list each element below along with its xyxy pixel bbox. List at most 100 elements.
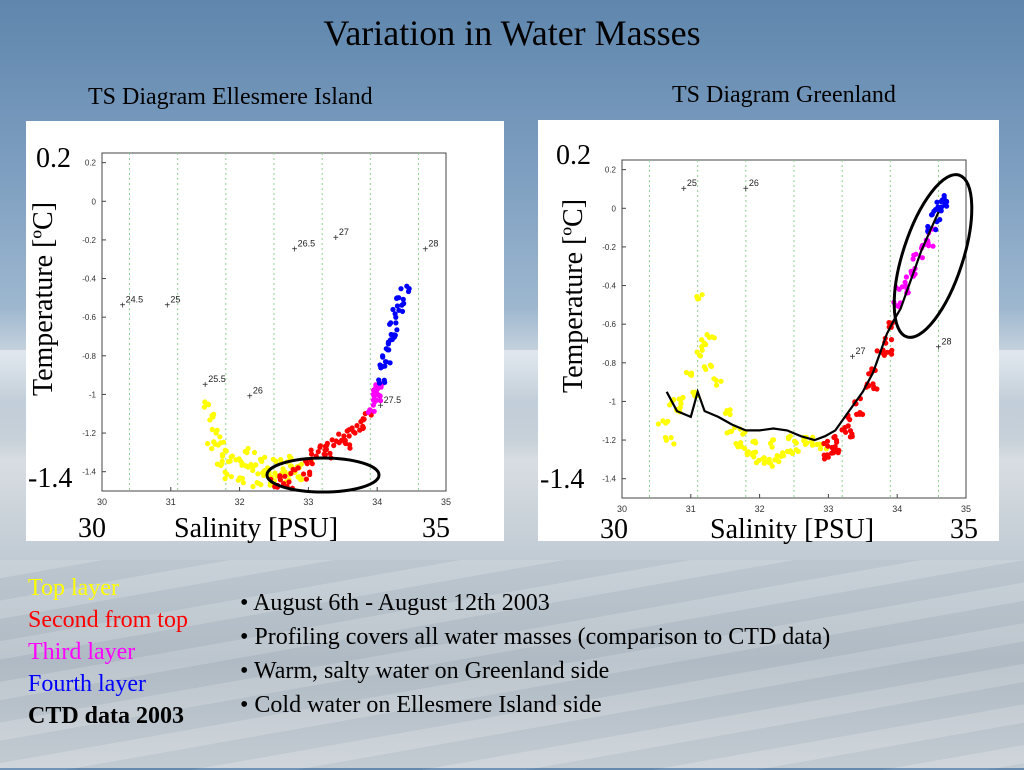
data-point: [404, 283, 410, 289]
data-point: [309, 451, 315, 457]
data-point: [259, 458, 265, 464]
data-point: [253, 462, 259, 468]
data-point: [387, 360, 393, 366]
y-tick-label: -0.8: [82, 352, 96, 361]
background-ice-field: [0, 560, 1024, 770]
data-point: [251, 449, 258, 456]
data-point: [371, 408, 377, 414]
data-point: [761, 457, 767, 463]
x-range-right-label: 35: [950, 514, 978, 545]
data-point: [243, 463, 249, 469]
data-point: [308, 447, 314, 453]
x-tick-label: 30: [97, 497, 107, 507]
density-label: 27: [339, 227, 349, 237]
data-point: [377, 393, 383, 399]
chart-title-ellesmere: TS Diagram Ellesmere Island: [88, 84, 373, 110]
density-marker: +: [202, 380, 208, 391]
y-tick-label: -1.4: [602, 475, 616, 484]
data-point: [718, 378, 724, 384]
y-range-top-label: 0.2: [556, 140, 591, 171]
data-point: [341, 433, 347, 439]
x-tick-label: 35: [441, 497, 451, 507]
data-point: [708, 363, 714, 369]
data-point: [239, 475, 245, 481]
data-point: [219, 452, 225, 458]
data-point: [857, 410, 863, 416]
data-point: [919, 255, 925, 261]
y-tick-label: -0.4: [82, 275, 96, 284]
data-point: [775, 453, 781, 459]
density-marker: +: [422, 245, 428, 256]
bullet-item: • Cold water on Ellesmere Island side: [240, 692, 602, 718]
data-point: [804, 440, 810, 446]
density-marker: +: [681, 184, 687, 195]
data-point: [744, 452, 750, 458]
data-point: [849, 433, 855, 440]
data-point: [387, 337, 394, 343]
greenland-ts-plot: 30 31 32 33 34 35 0.2 0 -0.2 -0.4 -0.6 -0.8 -1 -1.2 -1…: [602, 159, 974, 514]
x-axis-label: Salinity [PSU]: [710, 514, 875, 545]
y-tick-label: -0.8: [602, 359, 616, 368]
data-point: [937, 207, 943, 213]
y-tick-label: -1.4: [82, 468, 96, 477]
data-point: [727, 411, 733, 418]
data-point: [770, 437, 776, 443]
density-marker: +: [935, 342, 941, 353]
data-point: [322, 447, 328, 453]
y-tick-label: -0.2: [602, 243, 616, 252]
data-point: [393, 320, 399, 326]
bullet-item: • Warm, salty water on Greenland side: [240, 658, 610, 684]
data-point: [388, 331, 394, 338]
data-point: [347, 445, 353, 451]
data-point: [331, 442, 337, 449]
density-label: 27.5: [384, 395, 402, 405]
data-point: [711, 335, 717, 341]
data-point: [866, 371, 872, 377]
y-tick-label: -1.2: [602, 436, 616, 445]
data-point: [671, 441, 677, 447]
data-point: [831, 449, 837, 455]
data-point: [871, 384, 877, 390]
data-point: [750, 450, 756, 456]
data-point: [282, 473, 288, 479]
data-point: [209, 412, 215, 419]
y-tick-label: 0.2: [85, 159, 97, 168]
data-point: [713, 377, 719, 383]
data-point: [703, 341, 709, 348]
data-point: [242, 448, 248, 455]
data-point: [727, 407, 733, 413]
legend-second-layer: Second from top: [28, 607, 188, 633]
data-point: [939, 197, 945, 204]
data-point: [270, 456, 276, 462]
density-marker: +: [164, 301, 170, 312]
data-point: [222, 476, 228, 482]
data-point: [724, 430, 730, 436]
data-point: [699, 292, 705, 298]
data-point: [394, 327, 400, 333]
data-point: [825, 454, 831, 460]
data-point: [315, 449, 321, 455]
data-point: [343, 440, 349, 447]
data-point: [205, 401, 211, 407]
data-point: [322, 452, 328, 458]
data-point: [888, 337, 895, 343]
slide-title: Variation in Water Masses: [323, 13, 701, 53]
data-point: [255, 471, 261, 477]
data-point: [373, 384, 379, 390]
chart-title-greenland: TS Diagram Greenland: [672, 82, 896, 108]
bullet-item: • August 6th - August 12th 2003: [240, 590, 550, 616]
data-point: [394, 295, 400, 301]
data-point: [933, 227, 939, 233]
data-point: [209, 446, 215, 452]
highlight-ellipse: [892, 173, 974, 339]
x-tick-label: 35: [961, 504, 971, 514]
data-point: [387, 321, 393, 327]
x-tick-label: 31: [166, 497, 176, 507]
data-point: [392, 311, 398, 317]
density-label: 25.5: [208, 374, 226, 384]
data-point: [344, 428, 350, 434]
x-tick-label: 32: [755, 504, 765, 514]
y-tick-label: -0.2: [82, 236, 96, 245]
bullet-item: • Profiling covers all water masses (com…: [240, 624, 831, 650]
x-tick-label: 34: [892, 504, 902, 514]
